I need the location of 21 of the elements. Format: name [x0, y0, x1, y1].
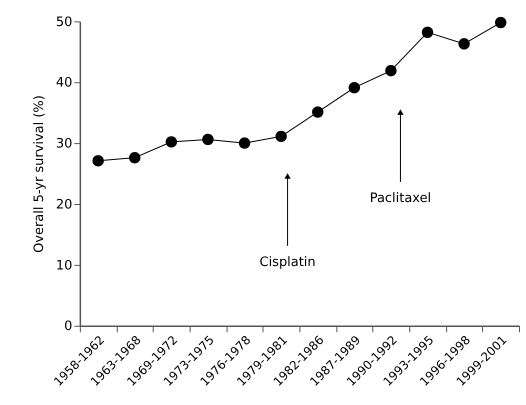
annotation: Cisplatin: [260, 254, 316, 270]
y-tick-label: 20: [56, 197, 72, 212]
y-tick-label: 50: [56, 14, 72, 30]
y-axis-title: Overall 5-yr survival (%): [32, 95, 47, 253]
point: [385, 64, 397, 76]
point: [275, 130, 287, 142]
point: [129, 152, 140, 164]
point: [312, 106, 324, 118]
point: [238, 137, 250, 149]
annotation: Paclitaxel: [370, 190, 432, 206]
point: [495, 16, 506, 28]
point: [422, 26, 434, 38]
point: [202, 134, 214, 146]
y-tick-label: 40: [56, 76, 72, 91]
point: [92, 155, 104, 166]
point: [166, 136, 178, 148]
y-tick-label: 10: [56, 258, 72, 274]
y-tick-label: 0: [64, 319, 72, 334]
y-tick-label: 30: [56, 136, 72, 152]
point: [348, 82, 360, 94]
point: [458, 38, 470, 50]
